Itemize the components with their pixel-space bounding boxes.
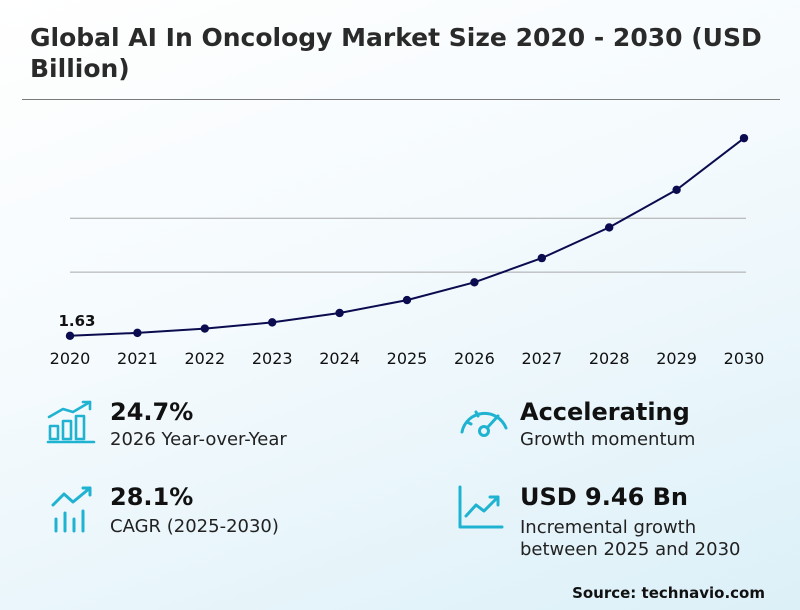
speedometer-icon bbox=[460, 410, 508, 437]
stat-momentum-label: Growth momentum bbox=[520, 429, 696, 450]
series-points bbox=[65, 133, 749, 341]
line-chart: 1.63 2020 2021 2022 2023 2024 2025 2026 2027 202… bbox=[50, 133, 765, 368]
rising-line-chart-icon bbox=[458, 485, 504, 529]
x-tick-label: 2025 bbox=[387, 349, 428, 368]
x-tick-label: 2030 bbox=[724, 349, 765, 368]
stat-cagr: 28.1% CAGR (2025-2030) bbox=[50, 483, 370, 543]
x-tick-label: 2026 bbox=[454, 349, 495, 368]
stat-incremental-label-line2: between 2025 and 2030 bbox=[520, 539, 741, 560]
series-line bbox=[69, 137, 745, 337]
stat-incremental-label-line1: Incremental growth bbox=[520, 517, 697, 538]
data-point bbox=[268, 318, 277, 327]
data-point bbox=[65, 331, 75, 341]
stat-yoy-value: 24.7% bbox=[110, 398, 194, 426]
data-point bbox=[402, 295, 412, 305]
stat-incremental-value: USD 9.46 Bn bbox=[520, 483, 688, 511]
chart-title: Global AI In Oncology Market Size 2020 -… bbox=[30, 23, 762, 83]
x-tick-label: 2021 bbox=[117, 349, 158, 368]
stat-cagr-value: 28.1% bbox=[110, 483, 194, 511]
x-tick-label: 2020 bbox=[50, 349, 91, 368]
stat-cagr-label: CAGR (2025-2030) bbox=[110, 516, 279, 537]
x-axis-ticks: 2020 2021 2022 2023 2024 2025 2026 2027 2028 2029… bbox=[50, 349, 765, 368]
x-tick-label: 2029 bbox=[656, 349, 697, 368]
stat-momentum: Accelerating Growth momentum bbox=[456, 398, 776, 458]
stat-incremental: USD 9.46 Bn Incremental growth between 2… bbox=[456, 483, 786, 563]
stat-yoy-label: 2026 Year-over-Year bbox=[110, 429, 287, 450]
stat-momentum-value: Accelerating bbox=[520, 398, 690, 426]
data-point bbox=[133, 328, 142, 338]
data-labels: 1.63 bbox=[58, 312, 95, 330]
series-line-path bbox=[69, 137, 745, 337]
x-tick-label: 2024 bbox=[319, 349, 360, 368]
title-divider bbox=[22, 99, 780, 100]
x-tick-label: 2028 bbox=[589, 349, 630, 368]
gridlines bbox=[70, 217, 746, 273]
x-tick-label: 2027 bbox=[521, 349, 562, 368]
trend-bars-icon bbox=[51, 486, 92, 533]
data-label: 1.63 bbox=[58, 312, 95, 330]
stat-yoy: 24.7% 2026 Year-over-Year bbox=[46, 398, 376, 458]
data-point bbox=[739, 133, 749, 143]
data-point bbox=[200, 324, 209, 333]
data-point bbox=[605, 223, 614, 232]
x-tick-label: 2023 bbox=[252, 349, 293, 368]
data-point bbox=[672, 185, 681, 194]
source-credit: Source: technavio.com bbox=[572, 584, 765, 602]
bar-chart-growth-icon bbox=[46, 400, 96, 444]
data-point bbox=[470, 278, 479, 287]
data-point bbox=[537, 253, 546, 263]
x-tick-label: 2022 bbox=[184, 349, 225, 368]
data-point bbox=[335, 308, 344, 318]
